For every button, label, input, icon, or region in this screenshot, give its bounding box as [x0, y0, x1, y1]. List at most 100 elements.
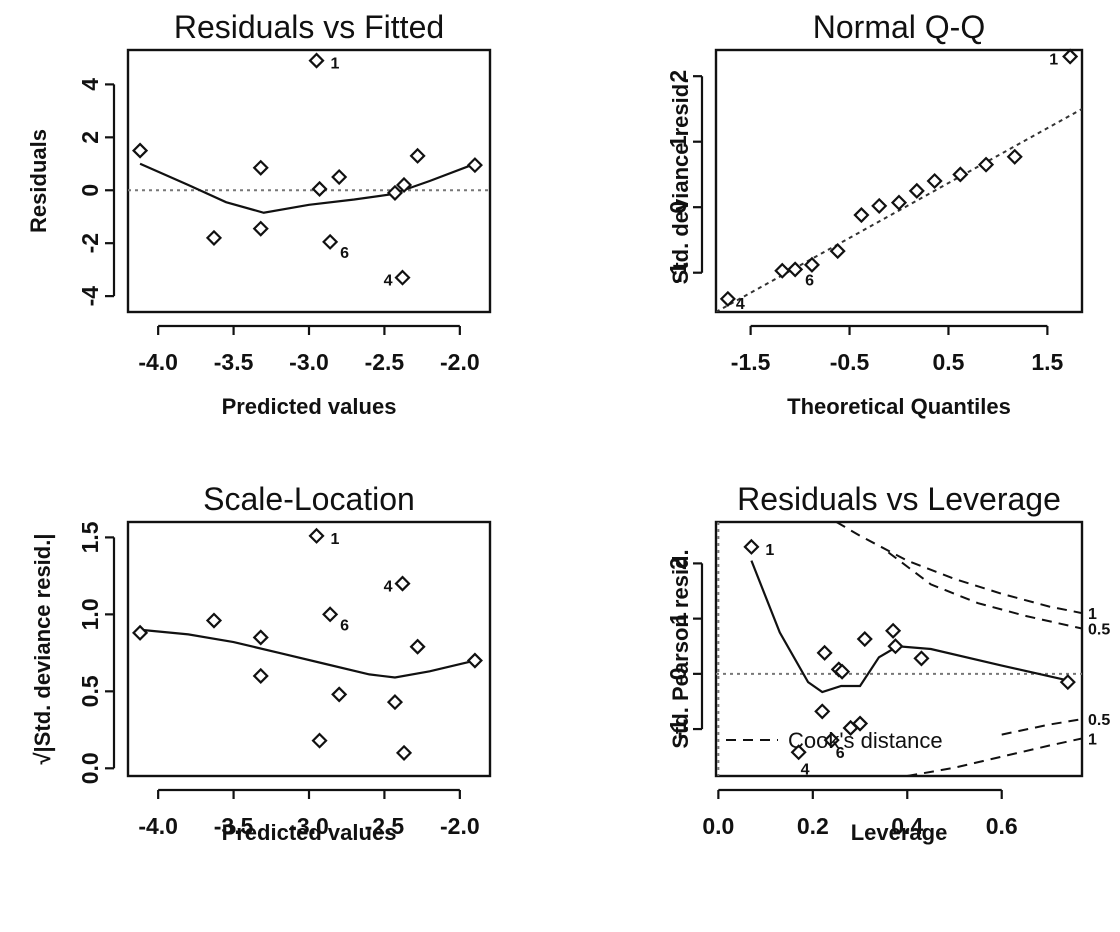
data-point	[871, 197, 888, 214]
data-point	[252, 159, 269, 176]
panel-qq: Normal Q-Q -1.5 -0.5 0.5 1.5 Theoretical Quan…	[665, 9, 1084, 419]
x-tick-label: -3.0	[289, 349, 329, 375]
data-point	[926, 172, 943, 190]
data-point	[803, 256, 821, 273]
x-tick-label: 1.5	[1031, 349, 1063, 375]
data-point	[331, 168, 348, 186]
chart-title: Normal Q-Q	[813, 9, 985, 45]
cooks-distance-contour	[887, 551, 1082, 630]
data-point	[814, 703, 831, 720]
data-point	[829, 243, 846, 260]
point-label: 4	[384, 273, 393, 290]
data-point	[856, 631, 873, 648]
contour-label: 1	[1088, 731, 1097, 748]
y-tick-label: 2	[77, 131, 103, 144]
point-label: 1	[765, 542, 774, 559]
x-tick-label: -3.0	[289, 813, 329, 839]
panel-rvf: Residuals vs Fitted -4.0 -3.5 -3.0 -2.5 -2.0 P…	[26, 9, 492, 419]
data-point	[394, 575, 411, 592]
data-point	[1059, 674, 1076, 691]
x-axis-label: Theoretical Quantiles	[787, 394, 1011, 419]
data-point	[851, 715, 869, 732]
x-tick-label: -0.5	[830, 349, 870, 375]
y-tick-label: 2	[665, 557, 691, 570]
point-label: 4	[801, 761, 810, 778]
data-point	[395, 744, 413, 761]
data-point	[743, 538, 760, 555]
chart-title: Residuals vs Leverage	[737, 481, 1061, 517]
data-point	[1006, 148, 1023, 165]
plot-frame	[714, 520, 1084, 778]
cooks-distance-contour	[907, 737, 1082, 776]
y-axis-label: Residuals	[26, 129, 51, 233]
data-point	[908, 182, 925, 199]
data-point	[853, 207, 870, 224]
point-label: 1	[331, 531, 340, 548]
data-point	[466, 652, 483, 669]
data-point	[331, 686, 348, 703]
data-point	[466, 157, 483, 174]
data-point	[395, 176, 413, 194]
y-tick-label: 4	[77, 78, 103, 91]
x-tick-label: 0.6	[986, 813, 1018, 839]
plot-frame	[126, 48, 492, 314]
data-point	[790, 744, 807, 761]
point-label: 6	[805, 272, 814, 289]
y-tick-label: 0	[665, 201, 691, 214]
data-point	[1062, 48, 1079, 65]
y-tick-label: -4	[77, 286, 103, 307]
data-point	[308, 52, 325, 69]
data-point	[834, 663, 851, 680]
x-tick-label: 0.2	[797, 813, 829, 839]
data-point	[205, 229, 223, 246]
point-label: 6	[340, 617, 349, 634]
x-tick-label: -2.0	[440, 349, 480, 375]
x-axis-label: Leverage	[851, 820, 948, 845]
data-point	[322, 233, 339, 250]
plot-area	[716, 522, 1082, 776]
point-label: 6	[836, 745, 845, 762]
panel-rvl: Residuals vs Leverage 0.0 0.2 0.4 0.6 Leverag…	[665, 481, 1110, 845]
data-point	[386, 694, 404, 711]
legend-label: Cook's distance	[788, 728, 943, 753]
x-axis-label: Predicted values	[222, 820, 397, 845]
x-axis-label: Predicted values	[222, 394, 397, 419]
chart-title: Scale-Location	[203, 481, 415, 517]
data-point	[311, 180, 328, 197]
x-tick-label: -2.0	[440, 813, 480, 839]
point-label: 4	[384, 579, 393, 596]
smoother-line	[750, 560, 1069, 694]
data-point	[252, 220, 269, 237]
data-point	[977, 156, 995, 173]
y-tick-label: 1.5	[77, 521, 103, 553]
y-tick-label: -1	[665, 262, 691, 283]
data-point	[311, 732, 328, 749]
y-tick-label: -1	[665, 719, 691, 740]
plot-area	[139, 628, 476, 679]
y-tick-label: 1	[665, 612, 691, 625]
x-tick-label: -4.0	[138, 349, 178, 375]
data-point	[890, 194, 908, 211]
plot-frame	[126, 520, 492, 778]
x-tick-label: -3.5	[214, 813, 254, 839]
data-point	[913, 650, 930, 667]
y-tick-label: 1	[665, 135, 691, 148]
cooks-distance-contour	[835, 522, 1082, 615]
x-tick-label: -2.5	[365, 349, 405, 375]
data-point	[394, 269, 411, 286]
data-point	[887, 638, 904, 655]
y-tick-label: 0.0	[77, 752, 103, 784]
y-tick-label: 1.0	[77, 598, 103, 630]
data-point	[885, 622, 902, 639]
data-point	[132, 142, 149, 159]
x-tick-label: 0.0	[702, 813, 734, 839]
plot-area	[128, 162, 490, 214]
y-tick-label: 0	[77, 184, 103, 197]
data-point	[409, 147, 426, 164]
y-axis-label: Std. deviance resid.	[668, 78, 693, 285]
point-label: 4	[736, 296, 745, 313]
y-tick-label: 0	[665, 667, 691, 680]
cooks-distance-contour	[1001, 718, 1082, 736]
data-point	[952, 166, 969, 183]
